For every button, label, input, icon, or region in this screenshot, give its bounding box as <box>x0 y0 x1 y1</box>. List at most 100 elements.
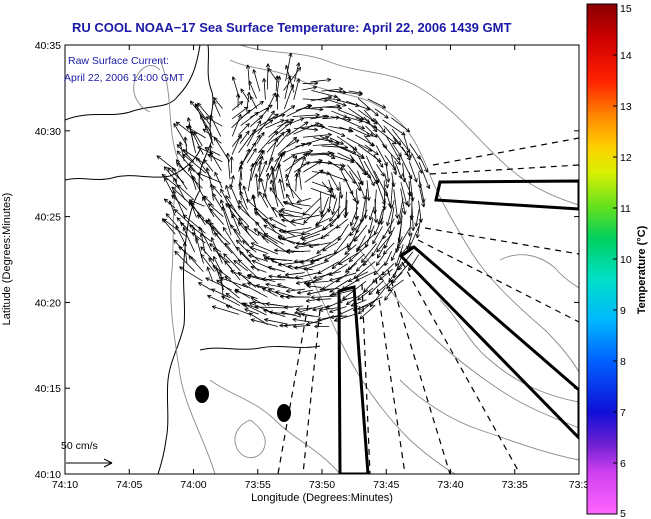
current-vector <box>367 218 374 234</box>
current-vector <box>250 242 279 255</box>
colorbar-tick-label: 8 <box>620 356 626 368</box>
current-vector <box>384 188 392 207</box>
x-tick-label: 73:35 <box>502 479 528 491</box>
current-vector <box>342 280 367 300</box>
current-vector <box>329 137 344 145</box>
current-vector <box>285 183 302 202</box>
current-vector <box>252 69 261 92</box>
current-vector <box>348 90 363 95</box>
current-vector <box>376 244 386 259</box>
current-vector <box>216 279 240 299</box>
current-vector <box>247 163 255 192</box>
current-vector <box>349 218 365 237</box>
current-vector <box>210 237 223 264</box>
current-vector <box>379 268 393 281</box>
current-vector <box>187 124 196 153</box>
current-vector <box>263 224 284 238</box>
current-vector <box>245 64 251 91</box>
current-vector <box>171 194 188 211</box>
current-vector <box>200 246 215 262</box>
colorbar-tick-label: 9 <box>620 305 626 317</box>
current-vector <box>320 125 346 137</box>
current-vector <box>282 154 296 163</box>
radar-beam-lines <box>277 137 579 474</box>
current-vector <box>262 277 286 282</box>
current-vector <box>246 91 251 108</box>
current-vector <box>322 105 342 111</box>
current-vector <box>319 307 339 312</box>
y-tick-label: 40:15 <box>35 383 61 395</box>
current-vector <box>329 205 341 222</box>
current-vector <box>161 173 179 189</box>
current-vector <box>322 241 339 252</box>
current-vector <box>339 126 354 133</box>
current-vector <box>281 218 305 226</box>
current-vector <box>250 161 258 182</box>
scale-arrow <box>66 458 113 468</box>
beam-outline-southeast <box>398 245 579 441</box>
current-vector <box>352 304 368 312</box>
current-vector <box>294 243 320 250</box>
current-vector <box>242 240 257 253</box>
current-vector <box>212 193 224 211</box>
current-vector <box>304 169 324 183</box>
current-vector <box>214 171 223 189</box>
current-vector <box>391 236 403 262</box>
current-vector <box>293 161 310 173</box>
current-vector <box>268 274 294 279</box>
colorbar-tick-label: 5 <box>620 508 626 519</box>
current-vector <box>350 299 367 307</box>
current-vector <box>407 215 412 237</box>
current-vector <box>248 80 257 99</box>
current-vector <box>345 262 357 273</box>
current-vector <box>231 113 242 137</box>
current-vector <box>277 274 304 280</box>
current-vector <box>401 146 411 161</box>
current-vector <box>330 314 348 320</box>
current-vector <box>348 244 368 263</box>
current-vector <box>295 307 313 312</box>
radar-beam-line <box>277 304 309 474</box>
current-vector <box>346 289 369 306</box>
current-vector <box>376 164 385 177</box>
current-vector <box>246 148 257 164</box>
beam-outline-east <box>434 179 579 211</box>
depth-contour <box>499 254 579 289</box>
current-vector <box>204 147 221 156</box>
current-vector <box>209 208 224 225</box>
current-vector <box>285 155 298 182</box>
current-vector <box>384 288 394 301</box>
current-vector <box>284 65 295 93</box>
current-vector <box>280 207 311 216</box>
current-vector <box>261 287 278 297</box>
current-vector <box>319 287 340 292</box>
current-vector <box>205 116 223 127</box>
current-vector <box>267 288 284 297</box>
current-vector <box>213 97 223 109</box>
current-vector <box>329 272 357 282</box>
radar-beam-line <box>361 283 371 474</box>
current-vector <box>239 251 260 272</box>
current-vector <box>212 226 231 245</box>
depth-contour <box>234 419 266 459</box>
current-vector <box>316 235 341 254</box>
x-axis-label: Longitude (Degrees:Minutes) <box>251 492 393 504</box>
current-vector <box>242 283 268 298</box>
current-vector <box>275 93 280 110</box>
current-vector <box>338 305 359 316</box>
current-vector <box>265 172 270 192</box>
current-vector <box>236 93 241 108</box>
current-vector <box>348 144 365 159</box>
current-vector <box>228 204 250 227</box>
current-vector <box>386 200 395 226</box>
current-vector <box>320 196 329 218</box>
current-vector <box>292 112 320 118</box>
current-vector <box>385 135 401 161</box>
coastline-inlet <box>65 45 201 121</box>
current-vector <box>206 266 214 282</box>
current-vector <box>374 108 389 119</box>
current-vector <box>314 324 330 329</box>
current-vector <box>209 114 222 137</box>
radar-beam-line <box>375 277 406 474</box>
current-vector <box>293 324 311 329</box>
